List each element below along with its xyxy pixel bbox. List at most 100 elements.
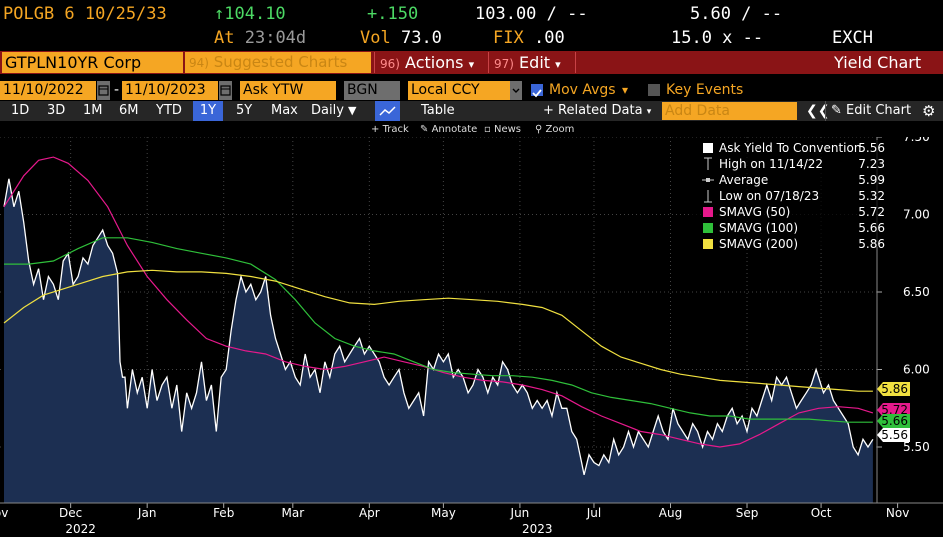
period-6m[interactable]: 6M: [119, 103, 139, 118]
period-1y[interactable]: 1Y: [193, 101, 223, 121]
period-1m[interactable]: 1M: [83, 103, 103, 118]
period-max[interactable]: Max: [271, 103, 298, 118]
end-date-input[interactable]: 11/10/2023: [122, 81, 218, 100]
edit-chart-button[interactable]: ✎ Edit Chart: [831, 101, 911, 121]
last-value-label: 5.56: [881, 428, 908, 442]
legend-swatch: [703, 207, 713, 217]
series-line-ask-yield-to-convention: [3, 178, 874, 476]
source-select[interactable]: BGN: [344, 81, 400, 100]
average-marker-icon: [706, 178, 710, 182]
gear-icon[interactable]: ⚙: [922, 102, 936, 120]
y-tick-label: 7.50: [903, 137, 930, 144]
zoom-icon: ⚲: [535, 124, 543, 135]
line-chart-icon[interactable]: [375, 101, 400, 121]
table-button[interactable]: Table: [421, 103, 455, 118]
fix-value: .00: [533, 28, 565, 48]
volume: Vol 73.0: [360, 28, 442, 48]
x-tick-label: Feb: [213, 506, 234, 520]
date-dash: -: [114, 82, 120, 98]
security-name: POLGB 6 10/25/33: [3, 4, 167, 24]
time-value: 23:04d: [244, 28, 307, 48]
zoom-tool[interactable]: ⚲ Zoom: [535, 122, 574, 137]
chevron-down-icon[interactable]: [510, 81, 522, 100]
suggested-num: 94): [189, 56, 209, 70]
key-events-label: Key Events: [666, 82, 744, 98]
last-value-tag: [877, 414, 910, 428]
trade-size: 15.0 x --: [671, 28, 764, 48]
edit-num: 97): [494, 57, 514, 71]
double-chevron-left-icon[interactable]: ❮❮: [806, 103, 830, 119]
pencil-icon: ✎: [420, 124, 429, 135]
x-tick-label: Nov: [0, 506, 8, 520]
legend-value: 5.72: [858, 205, 885, 219]
legend-swatch: [703, 143, 713, 153]
annotate-tool[interactable]: ✎ Annotate: [420, 122, 477, 137]
x-tick-label: Dec: [59, 506, 82, 520]
ticker-field[interactable]: GTPLN10YR Corp: [2, 52, 183, 73]
legend-label: Ask Yield To Convention: [719, 141, 861, 155]
divider: [374, 52, 375, 73]
legend-value: 5.86: [858, 237, 885, 251]
x-tick-label: Nov: [886, 506, 909, 520]
actions-menu[interactable]: 96) Actions ▾: [380, 52, 474, 73]
period-ytd[interactable]: YTD: [156, 103, 182, 118]
period-3d[interactable]: 3D: [47, 103, 66, 118]
suggested-charts-button[interactable]: 94) Suggested Charts: [185, 52, 371, 73]
yield-area-fill: [4, 178, 873, 504]
up-arrow-icon: ↑: [214, 4, 225, 24]
period-5y[interactable]: 5Y: [236, 103, 253, 118]
divider: [488, 52, 489, 73]
chevron-down-icon: ▼: [348, 104, 357, 117]
bid-ask-price: 103.00 / --: [475, 4, 588, 24]
legend-value: 5.66: [858, 221, 885, 235]
yield-chart[interactable]: 7.50 7.00 6.50 6.00 5.50 Nov Dec Jan Feb Mar Apr M…: [0, 137, 943, 537]
annotate-label: Annotate: [431, 124, 478, 135]
x-tick-label: Jun: [510, 506, 530, 520]
chart-series: [3, 156, 874, 476]
y-tick-label: 6.50: [903, 285, 930, 299]
y-tick-label: 5.50: [903, 440, 930, 454]
price-source: EXCH: [832, 28, 873, 48]
price-change: +.150: [367, 4, 419, 24]
legend-value: 5.56: [858, 141, 885, 155]
y-tick-label: 7.00: [903, 208, 930, 222]
year-label: 2023: [522, 522, 553, 536]
news-tool[interactable]: ▫ News: [484, 122, 521, 137]
last-value-label: 5.66: [881, 414, 908, 428]
mov-avgs-checkbox[interactable]: [531, 84, 543, 98]
start-date-input[interactable]: 11/10/2022: [0, 81, 96, 100]
edit-menu[interactable]: 97) Edit ▾: [494, 52, 561, 73]
field-select[interactable]: Ask YTW: [240, 81, 336, 100]
calendar-icon[interactable]: [97, 81, 110, 100]
x-tick-label: Oct: [811, 506, 832, 520]
mov-avgs-label: Mov Avgs: [549, 82, 616, 98]
last-value-label: 5.86: [881, 382, 908, 396]
news-icon: ▫: [484, 124, 491, 135]
frequency-label: Daily: [311, 103, 344, 118]
news-label: News: [493, 124, 521, 135]
y-axis: 7.50 7.00 6.50 6.00 5.50: [876, 137, 930, 503]
period-1d[interactable]: 1D: [11, 103, 30, 118]
actions-num: 96): [380, 57, 400, 71]
key-events-checkbox[interactable]: [648, 84, 660, 96]
track-tool[interactable]: + Track: [371, 122, 409, 137]
page-title: Yield Chart: [834, 53, 922, 72]
add-data-input[interactable]: Add Data: [662, 102, 797, 120]
currency-select[interactable]: Local CCY: [408, 81, 510, 100]
x-axis: Nov Dec Jan Feb Mar Apr May Jun Jul Aug Sep Oct Nov 2…: [0, 502, 943, 536]
legend-label: SMAVG (100): [719, 221, 798, 235]
vol-value: 73.0: [400, 28, 442, 48]
crosshair-icon: +: [371, 124, 380, 135]
x-tick-label: Jan: [137, 506, 157, 520]
related-data-menu[interactable]: + Related Data ▾: [543, 101, 651, 121]
legend-label: High on 11/14/22: [719, 157, 823, 171]
legend-swatch: [703, 239, 713, 249]
frequency-select[interactable]: Daily ▼: [311, 101, 357, 121]
zoom-label: Zoom: [545, 124, 575, 135]
chevron-down-icon[interactable]: ▾: [622, 83, 629, 97]
calendar-icon[interactable]: [219, 81, 232, 100]
last-value-tags: 5.86 5.725.665.56: [877, 382, 910, 442]
last-price: ↑104.10: [214, 4, 286, 24]
series-line-smavg-100-: [4, 237, 873, 423]
x-tick-label: Sep: [736, 506, 759, 520]
